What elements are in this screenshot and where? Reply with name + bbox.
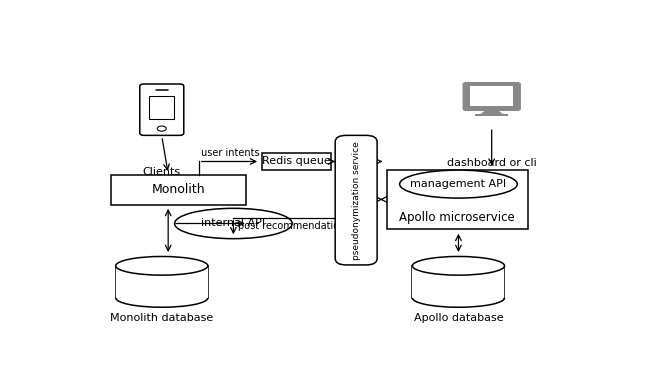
- Circle shape: [157, 126, 166, 131]
- Text: Apollo database: Apollo database: [414, 313, 504, 323]
- Text: Monolith database: Monolith database: [110, 313, 213, 323]
- Text: internal API: internal API: [201, 219, 265, 229]
- Text: Clients: Clients: [143, 167, 181, 177]
- Polygon shape: [480, 109, 503, 114]
- FancyBboxPatch shape: [463, 83, 520, 111]
- Text: dashboard or cli: dashboard or cli: [447, 158, 537, 168]
- Polygon shape: [261, 153, 331, 169]
- Ellipse shape: [400, 170, 517, 198]
- Polygon shape: [387, 169, 527, 229]
- Ellipse shape: [412, 257, 504, 275]
- FancyBboxPatch shape: [335, 135, 377, 265]
- Polygon shape: [412, 266, 504, 298]
- Ellipse shape: [174, 208, 292, 239]
- Polygon shape: [111, 175, 246, 205]
- Text: Monolith: Monolith: [152, 183, 205, 196]
- Ellipse shape: [115, 257, 208, 275]
- Polygon shape: [115, 266, 208, 298]
- Text: pseudonymization service: pseudonymization service: [352, 141, 360, 260]
- Text: Redis queue: Redis queue: [261, 157, 331, 166]
- Text: Apollo microservice: Apollo microservice: [399, 211, 515, 224]
- Text: management API: management API: [411, 179, 506, 189]
- Polygon shape: [149, 96, 174, 119]
- Text: post recommendations: post recommendations: [238, 221, 350, 230]
- FancyBboxPatch shape: [140, 84, 183, 135]
- Text: user intents: user intents: [201, 148, 260, 158]
- Polygon shape: [475, 114, 508, 116]
- Polygon shape: [470, 86, 513, 106]
